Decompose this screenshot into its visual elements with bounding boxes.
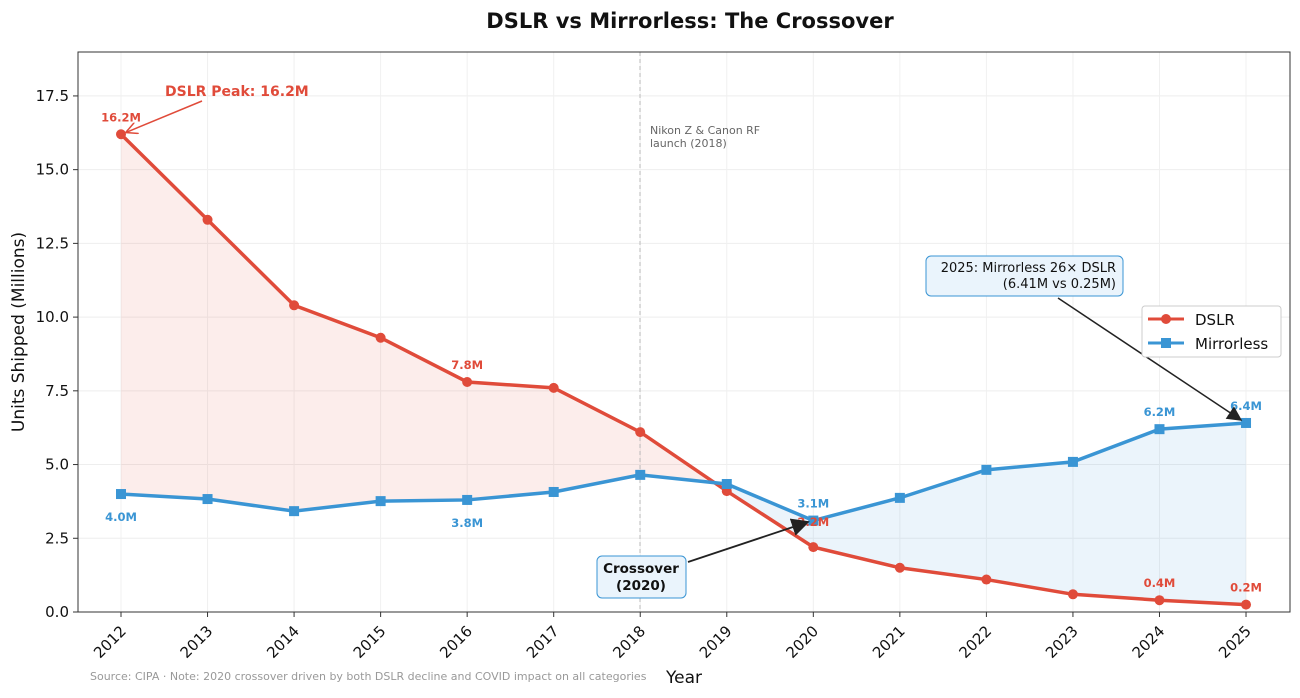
y-axis-label: Units Shipped (Millions) — [9, 232, 29, 432]
mirrorless-point — [808, 515, 819, 526]
mirrorless-point — [462, 494, 473, 505]
x-tick-label: 2021 — [869, 622, 909, 662]
y-tick-label: 10.0 — [36, 308, 69, 326]
source-note: Source: CIPA · Note: 2020 crossover driv… — [90, 670, 647, 683]
legend-label-dslr: DSLR — [1195, 311, 1235, 329]
dslr-point — [289, 300, 300, 311]
y-tick-label: 2.5 — [45, 529, 69, 547]
x-axis-label: Year — [665, 668, 702, 688]
dslr-point — [548, 382, 559, 393]
x-tick-label: 2016 — [436, 622, 476, 662]
ratio-line2: (6.41M vs 0.25M) — [1003, 277, 1116, 292]
mirrorless-point — [289, 506, 300, 517]
data-label: 6.2M — [1144, 405, 1176, 419]
y-tick-label: 15.0 — [36, 161, 69, 179]
legend-marker-mirrorless — [1161, 338, 1171, 348]
mirrorless-point — [1241, 417, 1252, 428]
dslr-point — [1241, 599, 1252, 610]
mirrorless-point — [894, 492, 905, 503]
legend: DSLR Mirrorless — [1141, 305, 1282, 358]
crossover-line1: Crossover — [603, 561, 679, 577]
mirrorless-point — [635, 469, 646, 480]
data-label: 16.2M — [101, 110, 141, 124]
ratio-arrow — [1057, 297, 1243, 421]
chart-title: DSLR vs Mirrorless: The Crossover — [486, 9, 894, 33]
x-tick-label: 2012 — [90, 622, 130, 662]
dslr-point — [1067, 589, 1078, 600]
y-tick-label: 17.5 — [36, 87, 69, 105]
data-label: 3.1M — [797, 497, 829, 511]
dslr-point — [116, 129, 126, 140]
mirrorless-point — [116, 489, 126, 500]
x-tick-label: 2024 — [1129, 622, 1169, 662]
dslr-point — [808, 542, 819, 553]
peak-annotation: DSLR Peak: 16.2M — [165, 84, 309, 100]
x-tick-label: 2022 — [955, 622, 995, 662]
data-label: 3.8M — [451, 516, 483, 530]
x-tick-label: 2023 — [1042, 622, 1082, 662]
data-label: 0.4M — [1144, 576, 1176, 590]
dslr-point — [462, 376, 473, 387]
crossover-arrow — [687, 518, 810, 563]
peak-arrow — [127, 100, 203, 132]
dslr-line — [119, 133, 1247, 607]
mirrorless-point — [202, 494, 213, 505]
x-tick-label: 2025 — [1215, 622, 1255, 662]
dslr-point — [981, 574, 992, 585]
grid — [78, 52, 1290, 613]
crossover-line2: (2020) — [616, 578, 666, 594]
data-label: 6.4M — [1230, 399, 1262, 413]
data-label: 0.2M — [1230, 581, 1262, 595]
ratio-box — [925, 255, 1124, 297]
crossover-box — [596, 555, 687, 599]
legend-label-mirrorless: Mirrorless — [1195, 335, 1268, 353]
y-tick-label: 5.0 — [45, 456, 69, 474]
y-tick-label: 12.5 — [36, 234, 69, 252]
dslr-point — [894, 562, 905, 573]
dslr-point — [635, 427, 646, 438]
plot-frame — [77, 51, 1291, 613]
ratio-line1: 2025: Mirrorless 26× DSLR — [941, 261, 1116, 276]
mirrorless-point — [1154, 424, 1165, 435]
y-tick-label: 7.5 — [45, 382, 69, 400]
data-label: 4.0M — [105, 510, 137, 524]
dslr-point — [202, 214, 213, 225]
x-tick-label: 2019 — [696, 622, 736, 662]
dslr-point — [1154, 595, 1165, 606]
launch-annotation-line1: Nikon Z & Canon RF — [650, 124, 760, 137]
mirrorless-line — [120, 421, 1247, 523]
y-tick-label: 0.0 — [45, 603, 69, 621]
mirrorless-point — [1067, 456, 1078, 467]
x-tick-label: 2017 — [523, 622, 563, 662]
x-tick-label: 2015 — [350, 622, 390, 662]
dslr-point — [375, 332, 386, 343]
x-tick-label: 2014 — [263, 622, 303, 662]
mirrorless-lead-fill — [714, 422, 1247, 605]
mirrorless-point — [721, 479, 732, 490]
mirrorless-point — [548, 486, 559, 497]
mirrorless-point — [375, 496, 386, 507]
x-tick-label: 2020 — [782, 622, 822, 662]
dslr-lead-fill — [121, 134, 715, 512]
launch-annotation-line2: launch (2018) — [650, 137, 727, 150]
x-tick-label: 2013 — [177, 622, 217, 662]
legend-marker-dslr — [1161, 314, 1171, 324]
series-lines — [116, 129, 1252, 610]
data-labels: 16.2M 7.8M 2.2M 0.4M 0.2M 4.0M 3.8M 3.1M 6.2M 6.4… — [101, 110, 1262, 594]
data-label: 2.2M — [797, 515, 829, 529]
area-fills — [121, 134, 1247, 605]
data-label: 7.8M — [451, 358, 483, 372]
x-tick-label: 2018 — [609, 622, 649, 662]
mirrorless-point — [981, 464, 992, 475]
